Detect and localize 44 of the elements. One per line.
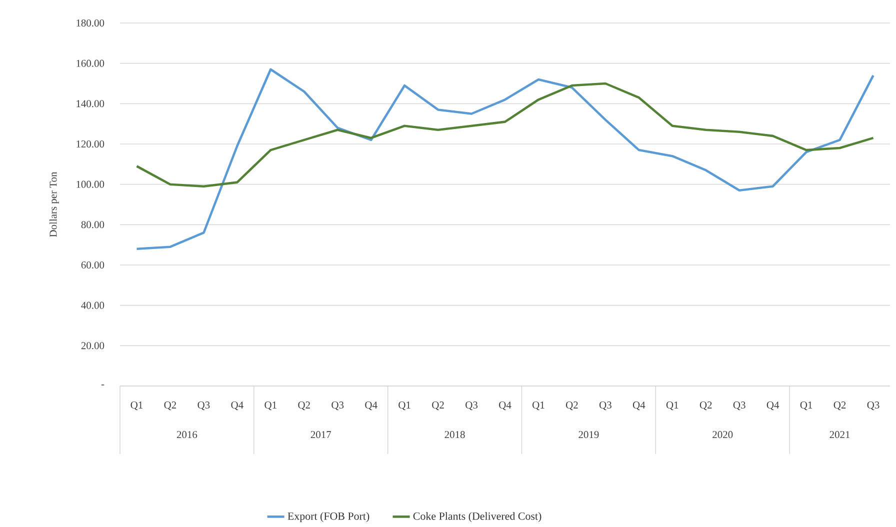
x-tick-label: Q3 xyxy=(599,402,612,410)
y-tick-label: 120.00 xyxy=(76,140,104,148)
x-tick-label: Q3 xyxy=(466,402,478,410)
y-tick-label: 80.00 xyxy=(81,221,104,228)
x-tick-label: Q1 xyxy=(666,402,678,410)
x-tick-label: Q2 xyxy=(566,402,578,410)
x-tick-label: Q4 xyxy=(766,402,780,410)
x-tick-label: Q4 xyxy=(231,402,244,410)
x-tick-label: Q1 xyxy=(532,402,544,410)
x-tick-label: Q2 xyxy=(432,402,444,410)
x-tick-label: Q2 xyxy=(298,402,310,410)
y-axis-title: Dollars per Ton xyxy=(49,172,59,237)
x-tick-label: Q4 xyxy=(499,402,512,410)
x-tick-label: Q1 xyxy=(264,402,276,410)
legend-label: Coke Plants (Delivered Cost) xyxy=(413,512,542,522)
x-tick-label: Q2 xyxy=(700,402,712,410)
text: 2019 xyxy=(578,431,599,438)
y-tick-label: - xyxy=(101,384,104,386)
x-tick-label: Q3 xyxy=(733,402,746,410)
x-tick-label: Q3 xyxy=(332,402,344,410)
text: 2016 xyxy=(176,431,198,438)
x-tick-label: Q3 xyxy=(867,402,880,410)
x-tick-label: Q2 xyxy=(834,402,846,410)
x-tick-label: Q2 xyxy=(164,402,176,410)
x-tick-label: Q4 xyxy=(365,402,378,410)
y-tick-label: 60.00 xyxy=(81,261,104,269)
y-tick-label: 140.00 xyxy=(76,100,104,108)
text: 2017 xyxy=(310,431,332,438)
text: 2021 xyxy=(830,431,850,438)
x-tick-label: Q1 xyxy=(800,402,812,410)
text: 2018 xyxy=(444,431,465,438)
x-tick-label: Q3 xyxy=(198,402,210,410)
x-tick-label: Q1 xyxy=(398,402,410,410)
line-series xyxy=(136,82,874,188)
text: 2020 xyxy=(712,431,733,438)
x-tick-label: Q4 xyxy=(632,402,646,410)
y-tick-label: 20.00 xyxy=(81,342,104,350)
y-tick-label: 180.00 xyxy=(76,19,104,27)
y-tick-label: 40.00 xyxy=(81,302,104,309)
y-tick-label: 100.00 xyxy=(76,180,104,188)
legend-label: Export (FOB Port) xyxy=(288,512,370,522)
line-series xyxy=(136,68,874,250)
x-tick-label: Q1 xyxy=(130,402,142,410)
y-tick-label: 160.00 xyxy=(76,60,104,67)
